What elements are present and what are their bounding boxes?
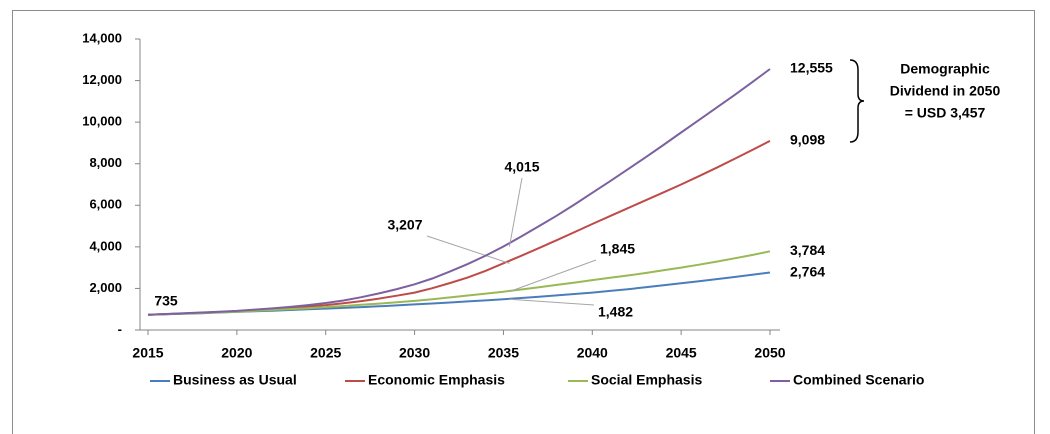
y-tick-label: 10,000 [82,114,122,129]
data-label: 9,098 [790,132,825,148]
x-tick-label: 2030 [399,345,430,361]
legend-label: Social Emphasis [591,372,702,388]
x-tick-label: 2040 [577,345,608,361]
series-line [147,250,771,316]
data-label: 12,555 [790,60,833,76]
series-line [147,68,771,316]
bracket [849,59,865,143]
x-tick-label: 2050 [754,345,785,361]
x-tick-label: 2025 [310,345,341,361]
y-tick-label: 4,000 [89,238,122,253]
legend-label: Business as Usual [173,372,297,388]
leader-line [508,177,523,247]
legend-label: Combined Scenario [793,372,924,388]
data-label: 735 [154,292,178,308]
data-label: 4,015 [504,159,539,175]
x-tick-label: 2035 [488,345,519,361]
y-tick-label: - [118,321,122,336]
leader-line [509,298,595,306]
y-tick-label: 8,000 [89,155,122,170]
x-tick-label: 2020 [221,345,252,361]
x-tick-label: 2015 [132,345,163,361]
annotation: = USD 3,457 [905,105,986,121]
y-tick-label: 2,000 [89,280,122,295]
annotation: Dividend in 2050 [890,83,1001,99]
leader-line [426,235,510,264]
data-label: 1,845 [600,241,635,257]
legend-label: Economic Emphasis [368,372,505,388]
y-tick-label: 12,000 [82,72,122,87]
leader-line [509,259,597,293]
series-line [147,271,771,316]
x-tick-label: 2045 [666,345,697,361]
annotation: Demographic [900,61,990,77]
series-line [147,140,771,316]
y-tick-label: 14,000 [82,30,122,45]
data-label: 1,482 [598,304,633,320]
chart-border [12,10,1035,434]
y-tick-label: 6,000 [89,197,122,212]
data-label: 3,784 [790,242,825,258]
data-label: 3,207 [387,217,422,233]
data-label: 2,764 [790,263,825,279]
